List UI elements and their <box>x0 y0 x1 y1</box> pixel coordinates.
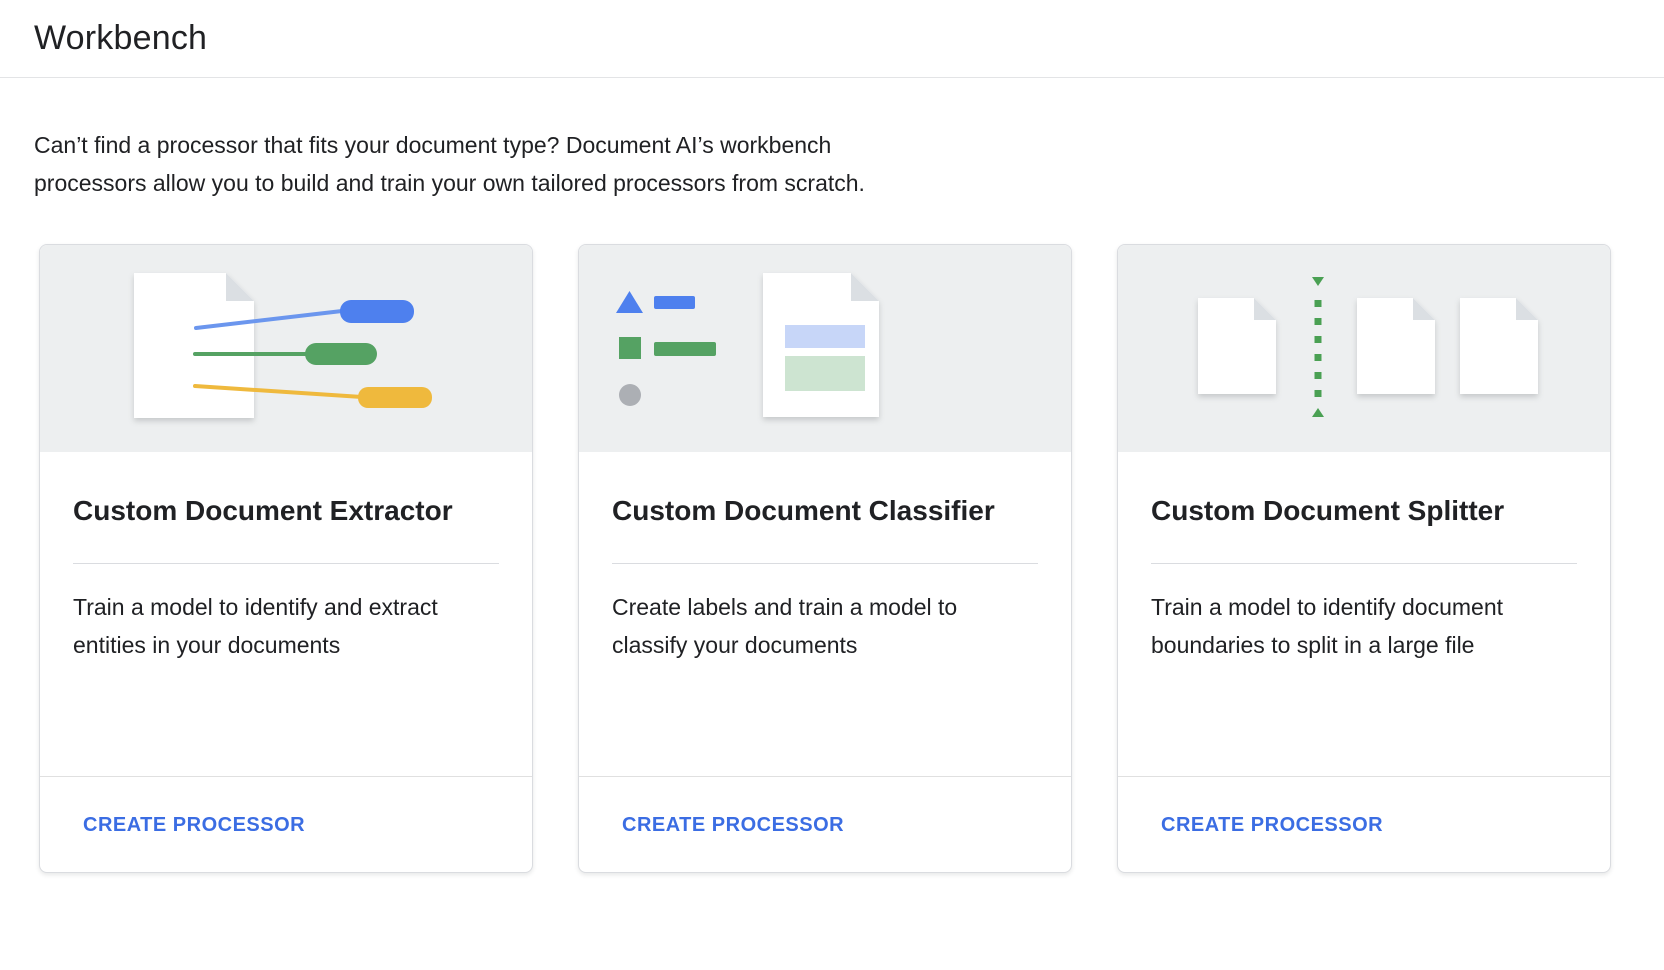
doc-content-bar-green <box>785 356 865 391</box>
document-splitting-illustration <box>1198 277 1538 417</box>
label-square-green <box>619 337 641 359</box>
intro-line-1: Can’t find a processor that fits your do… <box>34 132 832 158</box>
document-icon <box>1198 298 1276 394</box>
card-title: Custom Document Splitter <box>1151 495 1505 526</box>
card-footer: CREATE PROCESSOR <box>579 776 1071 872</box>
card-custom-document-splitter: Custom Document Splitter Train a model t… <box>1117 244 1611 873</box>
card-description: Train a model to identify document bound… <box>1151 594 1503 658</box>
intro-line-2: processors allow you to build and train … <box>34 170 865 196</box>
card-description: Create labels and train a model to class… <box>612 594 958 658</box>
entity-pill-yellow <box>358 387 432 408</box>
card-title: Custom Document Extractor <box>73 495 453 526</box>
document-entity-extraction-illustration <box>134 273 432 418</box>
splitter-illustration <box>1118 245 1610 452</box>
classifier-illustration <box>579 245 1071 452</box>
document-icon <box>1357 298 1435 394</box>
extractor-illustration <box>40 245 532 452</box>
entity-pill-green <box>305 343 377 365</box>
split-dotted-separator <box>1312 277 1324 417</box>
card-body: Custom Document Extractor Train a model … <box>40 452 532 776</box>
processor-cards-row: Custom Document Extractor Train a model … <box>39 244 1625 873</box>
document-icon <box>134 273 254 418</box>
extract-line-yellow <box>193 384 364 399</box>
card-footer: CREATE PROCESSOR <box>40 776 532 872</box>
card-title-divider <box>1151 563 1577 564</box>
intro-text: Can’t find a processor that fits your do… <box>34 126 1664 202</box>
label-bar-blue <box>654 296 695 309</box>
create-processor-button[interactable]: CREATE PROCESSOR <box>1161 813 1384 836</box>
label-bar-green <box>654 342 716 356</box>
card-description: Train a model to identify and extract en… <box>73 594 438 658</box>
card-custom-document-classifier: Custom Document Classifier Create labels… <box>578 244 1072 873</box>
card-footer: CREATE PROCESSOR <box>1118 776 1610 872</box>
card-custom-document-extractor: Custom Document Extractor Train a model … <box>39 244 533 873</box>
card-title: Custom Document Classifier <box>612 495 995 526</box>
doc-content-bar-blue <box>785 325 865 348</box>
card-body: Custom Document Splitter Train a model t… <box>1118 452 1610 776</box>
page-header: Workbench <box>0 0 1664 78</box>
extract-line-blue <box>194 309 344 330</box>
entity-pill-blue <box>340 300 414 323</box>
card-body: Custom Document Classifier Create labels… <box>579 452 1071 776</box>
label-circle-gray <box>619 384 641 406</box>
label-triangle-blue <box>616 291 643 313</box>
create-processor-button[interactable]: CREATE PROCESSOR <box>622 813 845 836</box>
create-processor-button[interactable]: CREATE PROCESSOR <box>83 813 306 836</box>
card-title-divider <box>73 563 499 564</box>
document-classification-illustration <box>616 273 879 417</box>
page-title: Workbench <box>34 19 208 57</box>
document-icon <box>1460 298 1538 394</box>
card-title-divider <box>612 563 1038 564</box>
